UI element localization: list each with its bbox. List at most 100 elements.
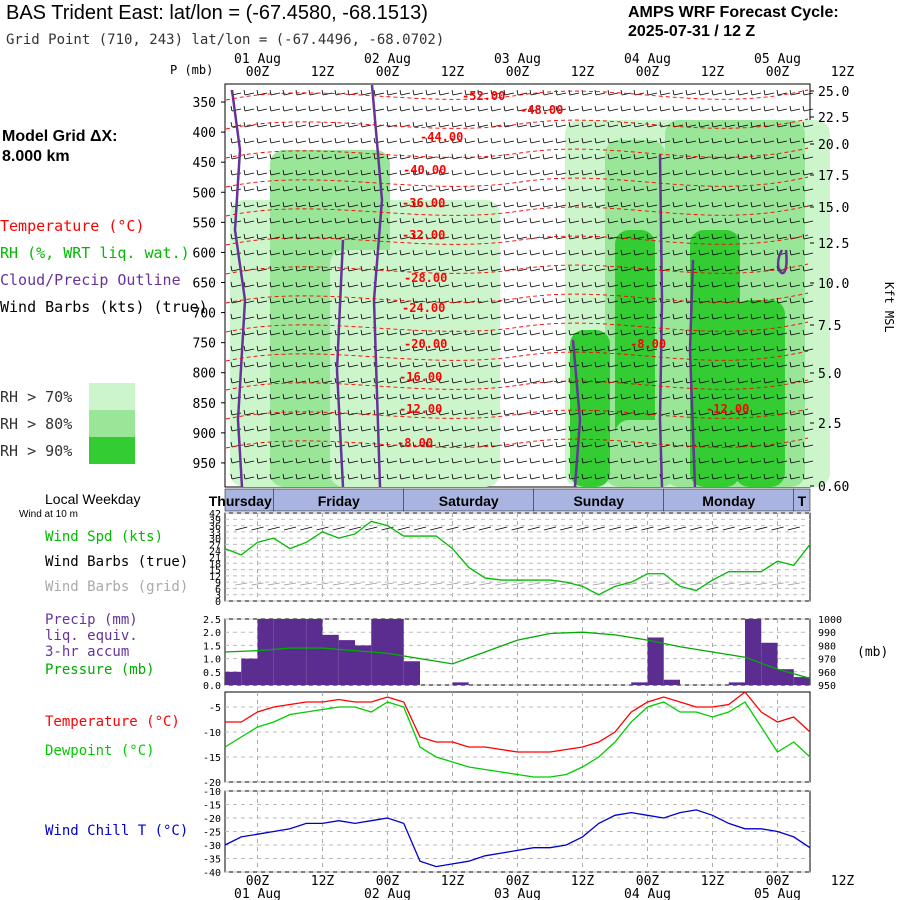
wind-barb bbox=[568, 137, 571, 144]
wind-barb bbox=[738, 108, 749, 112]
wind-barb bbox=[802, 409, 805, 416]
wind-barb bbox=[750, 329, 753, 336]
wind-barb bbox=[478, 124, 489, 128]
wind-barb bbox=[282, 361, 285, 368]
wind-barb bbox=[712, 156, 723, 160]
wind-barb bbox=[725, 428, 736, 432]
surface-wind-barb-grid bbox=[446, 582, 459, 586]
wind-barb bbox=[542, 361, 545, 368]
wind-speed-tick: 0 bbox=[215, 597, 221, 608]
pressure-line bbox=[224, 631, 811, 680]
wind-barb bbox=[517, 428, 528, 432]
wind-barb bbox=[633, 105, 636, 112]
wind-barb bbox=[543, 316, 554, 320]
wind-barb bbox=[334, 425, 337, 432]
wind-barb bbox=[439, 476, 450, 480]
wind-barb bbox=[698, 169, 701, 176]
wind-barb bbox=[738, 124, 749, 128]
wind-barb bbox=[478, 172, 489, 176]
wind-barb bbox=[400, 108, 411, 112]
wind-barb bbox=[738, 412, 749, 416]
wind-barb bbox=[776, 329, 779, 336]
wind-barb bbox=[646, 201, 649, 208]
wind-barb bbox=[712, 396, 723, 400]
precip-liq-label: liq. equiv. bbox=[45, 628, 138, 644]
wind-barb bbox=[517, 380, 528, 384]
wind-barb bbox=[256, 297, 259, 304]
wind-barb bbox=[568, 329, 571, 336]
wind-barb bbox=[634, 156, 645, 160]
legend-rh: RH (%, WRT liq. wat.) bbox=[0, 244, 190, 262]
wind-barb bbox=[438, 361, 441, 368]
wind-barb bbox=[568, 121, 571, 128]
wind-barb bbox=[620, 281, 623, 288]
date-tick-top: 03 Aug bbox=[494, 52, 541, 67]
wind-barb bbox=[517, 252, 528, 256]
wind-barb bbox=[322, 188, 333, 192]
wind-barb bbox=[517, 364, 528, 368]
wind-barb bbox=[569, 300, 580, 304]
wind-barb bbox=[478, 364, 489, 368]
wind-barb bbox=[257, 300, 268, 304]
wind-barb bbox=[699, 188, 710, 192]
wind-barb bbox=[777, 316, 788, 320]
wind-barb bbox=[296, 348, 307, 352]
wind-barb bbox=[672, 377, 675, 384]
wind-barb bbox=[490, 425, 493, 432]
wind-barb bbox=[660, 172, 671, 176]
wind-barb bbox=[503, 441, 506, 448]
wind-barb bbox=[282, 201, 285, 208]
wind-barb bbox=[725, 476, 736, 480]
wind-barb bbox=[361, 316, 372, 320]
wind-barb bbox=[712, 412, 723, 416]
wind-barb bbox=[594, 377, 597, 384]
wind-barb bbox=[750, 361, 753, 368]
wind-barb bbox=[452, 348, 463, 352]
wind-barb bbox=[634, 412, 645, 416]
wind-barb bbox=[503, 105, 506, 112]
wind-barb bbox=[503, 473, 506, 480]
wind-speed-tick: 33 bbox=[209, 528, 221, 539]
wind-barb bbox=[504, 284, 515, 288]
wind-barb bbox=[321, 201, 324, 208]
wind-barb bbox=[374, 284, 385, 288]
wind-barb bbox=[452, 236, 463, 240]
wind-barb bbox=[283, 300, 294, 304]
precip-bar bbox=[290, 619, 307, 685]
wind-barb bbox=[633, 345, 636, 352]
wind-barb bbox=[777, 396, 788, 400]
wind-barb bbox=[438, 217, 441, 224]
wind-barb bbox=[750, 185, 753, 192]
wind-barb bbox=[660, 156, 671, 160]
wind-barb bbox=[789, 473, 792, 480]
wind-barb bbox=[725, 108, 736, 112]
wind-barb bbox=[712, 284, 723, 288]
wind-barb bbox=[426, 92, 437, 96]
wind-barb bbox=[464, 457, 467, 464]
wind-barb bbox=[295, 281, 298, 288]
wind-barb bbox=[581, 265, 584, 272]
wind-barb bbox=[647, 268, 658, 272]
wind-barb bbox=[282, 217, 285, 224]
wind-barb bbox=[568, 393, 571, 400]
wind-barb bbox=[777, 300, 788, 304]
wind-barb bbox=[581, 137, 584, 144]
wind-barb bbox=[296, 476, 307, 480]
wind-barb bbox=[790, 252, 801, 256]
wind-barb bbox=[607, 457, 610, 464]
wind-barb bbox=[438, 105, 441, 112]
wind-barb bbox=[477, 361, 480, 368]
wind-barb bbox=[412, 425, 415, 432]
wind-barb bbox=[321, 441, 324, 448]
precip-tick: 2.0 bbox=[203, 628, 221, 639]
wind-barb bbox=[321, 233, 324, 240]
wind-barb bbox=[672, 169, 675, 176]
wind-barb bbox=[789, 89, 792, 96]
surface-wind-barb-grid bbox=[267, 582, 280, 586]
wind-barb bbox=[282, 153, 285, 160]
wind-barb bbox=[751, 252, 762, 256]
wind-barb bbox=[374, 188, 385, 192]
wind-barb bbox=[373, 89, 376, 96]
wind-barb bbox=[347, 281, 350, 288]
surface-wind-barb-grid bbox=[738, 582, 752, 586]
